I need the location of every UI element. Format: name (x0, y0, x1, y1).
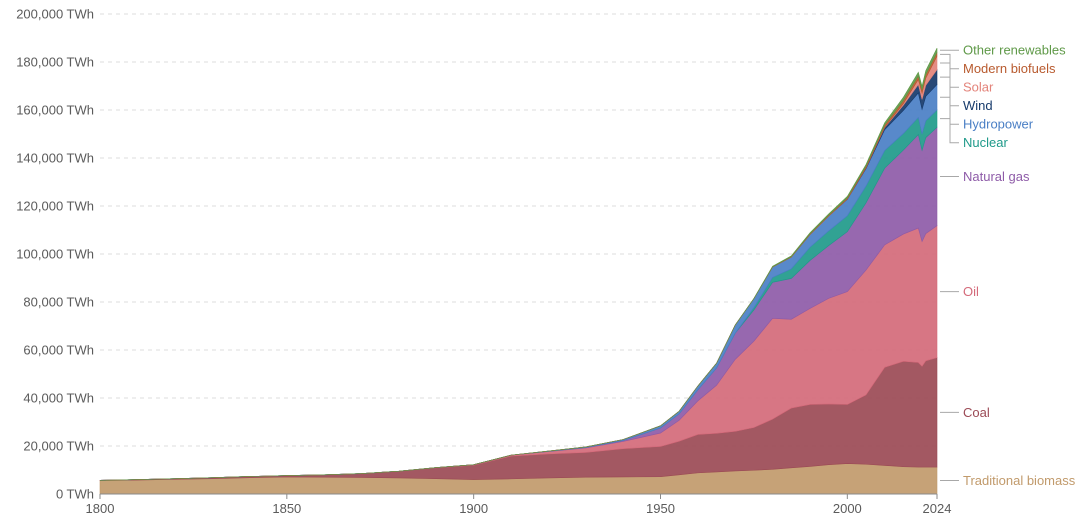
y-tick-label: 80,000 TWh (23, 295, 94, 310)
series-label-wind: Wind (963, 98, 993, 113)
series-label-other-renewables: Other renewables (963, 43, 1066, 58)
y-tick-label: 20,000 TWh (23, 439, 94, 454)
grid-lines (100, 13, 937, 447)
series-label-oil: Oil (963, 284, 979, 299)
leader-line (940, 96, 959, 125)
y-tick-label: 40,000 TWh (23, 391, 94, 406)
x-tick-label: 2000 (833, 501, 862, 516)
y-axis: 0 TWh 20,000 TWh 40,000 TWh 60,000 TWh 80,00… (16, 7, 94, 502)
y-tick-label: 180,000 TWh (16, 55, 94, 70)
y-tick-label: 200,000 TWh (16, 7, 94, 22)
area-other-renewables[interactable] (99, 47, 938, 481)
y-tick-label: 120,000 TWh (16, 199, 94, 214)
y-tick-label: 60,000 TWh (23, 343, 94, 358)
y-tick-label: 0 TWh (56, 487, 94, 502)
series-labels: Traditional biomass Coal Oil Natural gas Nuc… (940, 43, 1076, 488)
x-tick-label: 1950 (646, 501, 675, 516)
series-label-natural-gas: Natural gas (963, 169, 1030, 184)
x-tick-label: 1900 (459, 501, 488, 516)
y-tick-label: 100,000 TWh (16, 247, 94, 262)
y-tick-label: 140,000 TWh (16, 151, 94, 166)
series-label-hydropower: Hydropower (963, 117, 1034, 132)
x-tick-label: 1850 (272, 501, 301, 516)
series-label-coal: Coal (963, 405, 990, 420)
x-tick-label: 2024 (923, 501, 952, 516)
series-label-nuclear: Nuclear (963, 135, 1008, 150)
leader-line (940, 62, 959, 88)
x-axis: 1800 1850 1900 1950 2000 2024 (86, 493, 952, 516)
series-label-traditional-biomass: Traditional biomass (963, 473, 1076, 488)
series-label-modern-biofuels: Modern biofuels (963, 61, 1056, 76)
leader-line (940, 76, 959, 107)
y-tick-label: 160,000 TWh (16, 103, 94, 118)
series-label-solar: Solar (963, 80, 994, 95)
leader-line (940, 53, 959, 70)
stacked-areas (99, 47, 938, 495)
leader-line (940, 118, 959, 144)
x-tick-label: 1800 (86, 501, 115, 516)
